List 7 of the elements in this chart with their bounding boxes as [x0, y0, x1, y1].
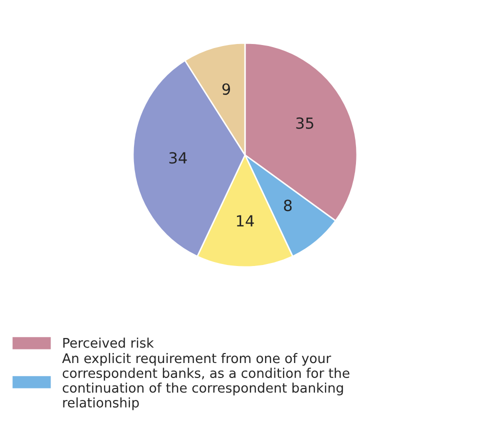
data-label: 14 — [236, 215, 254, 226]
data-label: 34 — [169, 152, 187, 164]
data-label: 9 — [222, 83, 230, 95]
data-label: 8 — [284, 200, 292, 212]
legend-label: Perceived risk — [63, 338, 154, 348]
data-label: 35 — [296, 117, 314, 129]
legend-label: An explicit requirement from one of your correspondent banks, as a condition for the continuation of the correspondent banking relationship — [62, 353, 350, 410]
